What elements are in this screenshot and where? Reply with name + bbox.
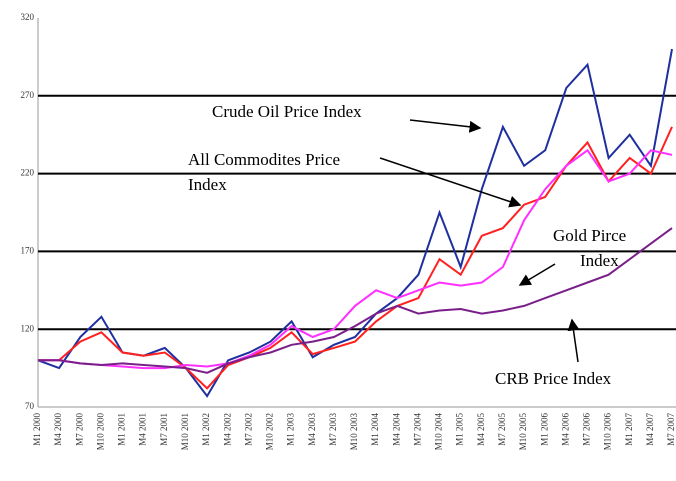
y-tick-label: 170 bbox=[21, 245, 35, 255]
annotation: Index bbox=[188, 175, 227, 194]
x-tick-label: M1 2003 bbox=[286, 413, 296, 446]
x-tick-label: M7 2003 bbox=[328, 413, 338, 446]
series-line bbox=[38, 227, 673, 374]
annotation-arrow bbox=[379, 157, 522, 208]
y-tick-label: 270 bbox=[21, 90, 35, 100]
x-tick-label: M1 2001 bbox=[117, 413, 127, 446]
x-tick-label: M7 2005 bbox=[497, 413, 507, 446]
series-line bbox=[38, 148, 673, 370]
annotation: Index bbox=[580, 251, 619, 270]
x-tick-label: M4 2001 bbox=[138, 413, 148, 446]
x-tick-label: M4 2000 bbox=[53, 413, 63, 446]
annotation: Gold Pirce bbox=[553, 226, 626, 245]
x-tick-label: M4 2002 bbox=[222, 413, 232, 446]
x-tick-label: M1 2006 bbox=[539, 413, 549, 446]
x-tick-label: M7 2000 bbox=[74, 413, 84, 446]
x-tick-label: M10 2006 bbox=[603, 413, 613, 451]
annotation-arrow bbox=[567, 318, 580, 363]
x-tick-label: M1 2004 bbox=[370, 413, 380, 446]
x-tick-label: M1 2002 bbox=[201, 413, 211, 446]
x-tick-label: M10 2001 bbox=[180, 413, 190, 450]
annotation: CRB Price Index bbox=[495, 369, 612, 388]
x-tick-label: M10 2003 bbox=[349, 413, 359, 451]
y-tick-label: 70 bbox=[25, 401, 35, 411]
x-tick-label: M1 2000 bbox=[32, 413, 42, 446]
annotation-arrow bbox=[409, 119, 482, 133]
x-tick-label: M1 2007 bbox=[624, 413, 634, 446]
x-tick-label: M7 2001 bbox=[159, 413, 169, 446]
y-tick-label: 320 bbox=[21, 12, 35, 22]
x-tick-label: M1 2005 bbox=[455, 413, 465, 446]
x-tick-label: M4 2005 bbox=[476, 413, 486, 446]
x-tick-label: M10 2004 bbox=[434, 413, 444, 451]
x-tick-label: M4 2004 bbox=[391, 413, 401, 446]
x-tick-label: M4 2006 bbox=[560, 413, 570, 446]
x-tick-label: M10 2002 bbox=[265, 413, 275, 450]
x-tick-label: M7 2007 bbox=[666, 413, 676, 446]
x-tick-label: M4 2007 bbox=[645, 413, 655, 446]
x-tick-label: M7 2006 bbox=[582, 413, 592, 446]
x-tick-label: M7 2002 bbox=[243, 413, 253, 446]
x-tick-label: M7 2004 bbox=[412, 413, 422, 446]
x-tick-label: M4 2003 bbox=[307, 413, 317, 446]
y-tick-label: 220 bbox=[21, 168, 35, 178]
annotation-arrow bbox=[518, 263, 556, 286]
x-tick-label: M10 2000 bbox=[95, 413, 105, 451]
x-tick-label: M10 2005 bbox=[518, 413, 528, 451]
annotation: Crude Oil Price Index bbox=[212, 102, 362, 121]
y-tick-label: 120 bbox=[21, 323, 35, 333]
annotation: All Commodites Price bbox=[188, 150, 340, 169]
